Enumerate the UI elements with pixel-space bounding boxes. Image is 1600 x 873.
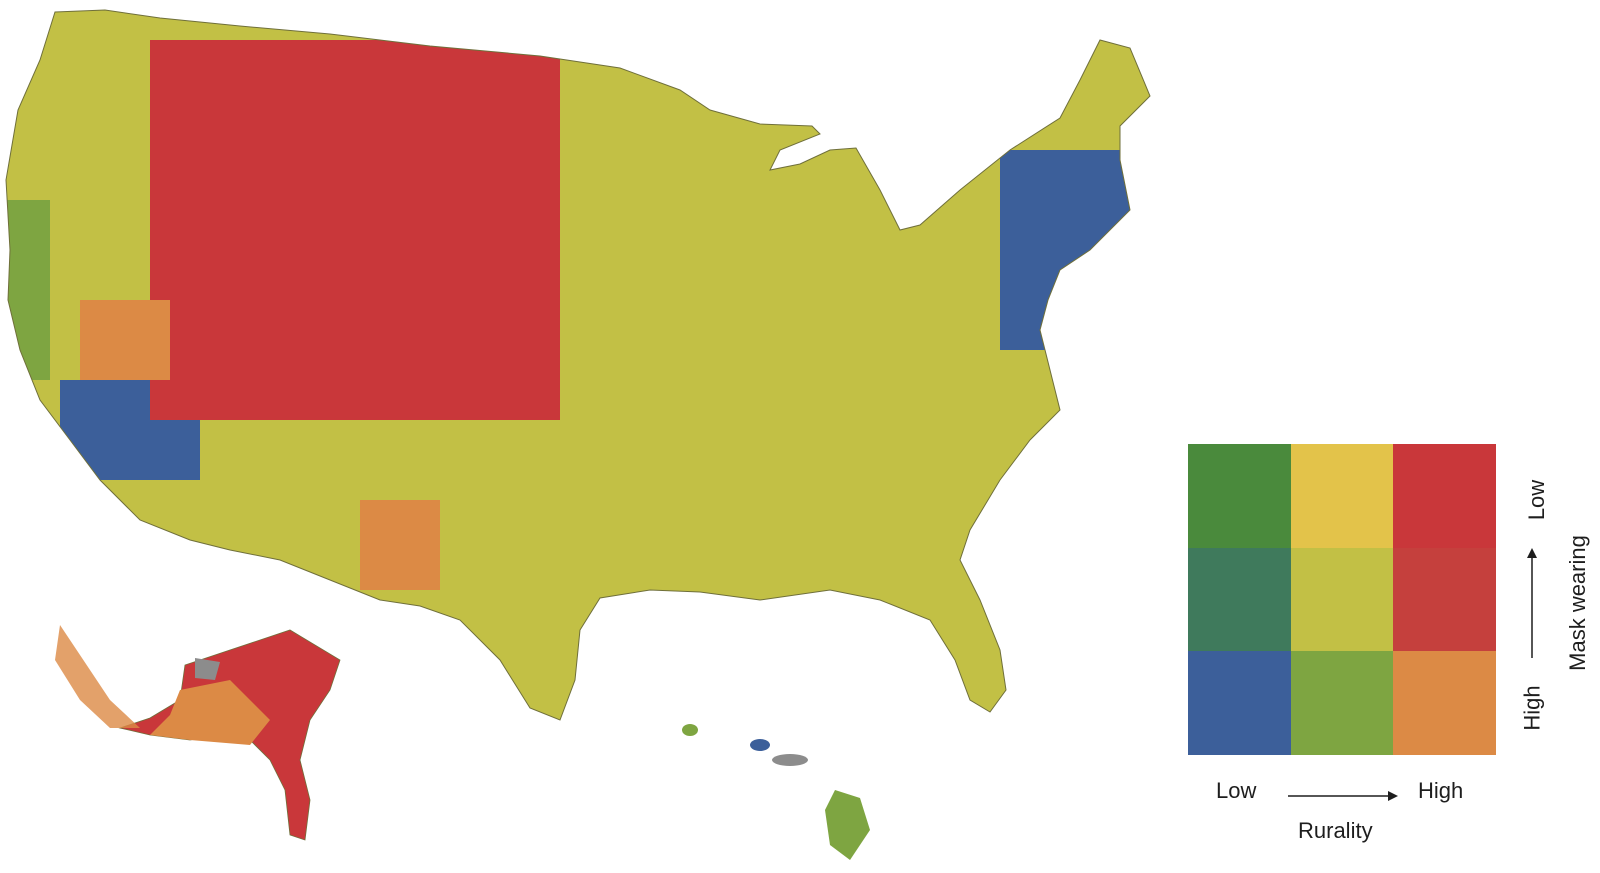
nevada-orange xyxy=(80,300,170,380)
y-axis-low-label: Low xyxy=(1524,479,1550,521)
x-axis-title: Rurality xyxy=(1298,818,1373,843)
cell-highrural-midmask xyxy=(1393,547,1496,652)
cell-midrural-lowmask xyxy=(1290,444,1394,548)
bivariate-legend xyxy=(1188,444,1496,755)
legend-grid xyxy=(1188,444,1496,755)
x-axis-low-label: Low xyxy=(1216,778,1257,803)
great-lakes-area xyxy=(720,150,860,280)
y-axis-high-label: High xyxy=(1519,685,1545,731)
cell-lowrural-highmask xyxy=(1188,651,1291,755)
x-axis-high-label: High xyxy=(1418,778,1464,803)
y-axis-title: Mask wearing xyxy=(1564,535,1590,671)
california-coast xyxy=(6,200,50,380)
texas-orange xyxy=(360,500,440,590)
cell-lowrural-midmask xyxy=(1188,547,1291,652)
alaska xyxy=(55,625,341,841)
cell-highrural-lowmask xyxy=(1393,444,1496,548)
east-coast-region xyxy=(1000,150,1140,350)
conterminous-us xyxy=(6,10,1150,720)
hawaii xyxy=(682,724,870,860)
map-outline xyxy=(5,9,1151,721)
plains-region xyxy=(150,40,560,420)
cell-lowrural-lowmask xyxy=(1188,444,1291,548)
cell-highrural-highmask xyxy=(1393,651,1496,755)
cell-midrural-highmask xyxy=(1290,651,1394,755)
x-axis-arrow xyxy=(1288,791,1398,801)
cell-midrural-midmask xyxy=(1290,547,1394,652)
y-axis-arrow xyxy=(1527,548,1537,658)
